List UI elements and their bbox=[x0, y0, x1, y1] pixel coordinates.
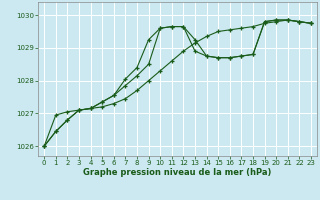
X-axis label: Graphe pression niveau de la mer (hPa): Graphe pression niveau de la mer (hPa) bbox=[84, 168, 272, 177]
